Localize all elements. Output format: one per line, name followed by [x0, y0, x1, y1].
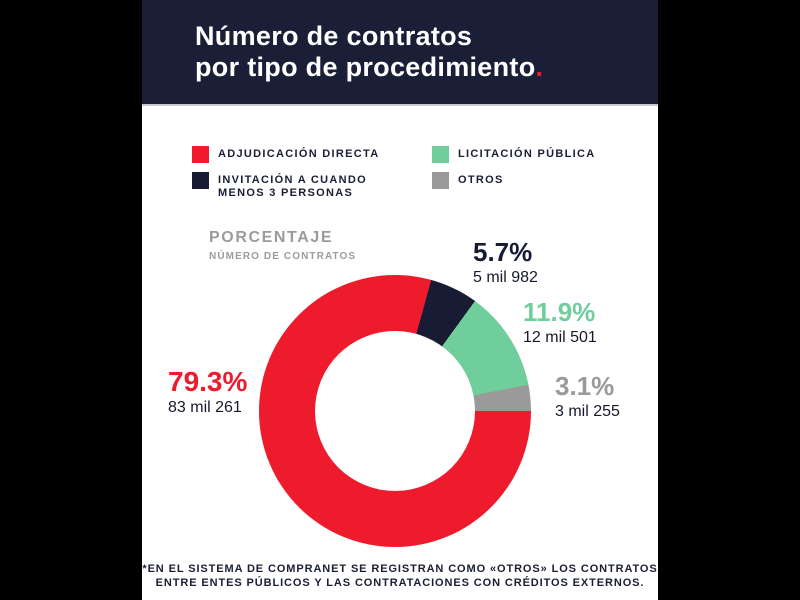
- header: Número de contratos por tipo de procedimi…: [142, 0, 658, 106]
- title-accent-period: .: [535, 52, 544, 82]
- legend-column-right: LICITACIÓN PÚBLICA OTROS: [432, 145, 595, 189]
- value-label: 12 mil 501: [523, 329, 597, 346]
- percent-label: 3.1%: [555, 371, 615, 401]
- value-label: 83 mil 261: [168, 399, 242, 416]
- percent-label: 5.7%: [473, 237, 533, 267]
- value-label: 5 mil 982: [473, 269, 538, 286]
- legend-swatch-licitacion: [432, 146, 449, 163]
- legend-item-otros: OTROS: [432, 171, 595, 189]
- donut-chart: [259, 275, 531, 547]
- legend-swatch-otros: [432, 172, 449, 189]
- value-key-subheading: NÚMERO DE CONTRATOS: [209, 251, 357, 262]
- legend-item-licitacion-publica: LICITACIÓN PÚBLICA: [432, 145, 595, 163]
- footnote: *EN EL SISTEMA DE COMPRANET SE REGISTRAN…: [142, 562, 658, 590]
- legend-label: ADJUDICACIÓN DIRECTA: [218, 148, 380, 160]
- legend-swatch-invitacion: [192, 172, 209, 189]
- legend-item-invitacion: INVITACIÓN A CUANDO MENOS 3 PERSONAS: [192, 171, 383, 200]
- value-key-heading: PORCENTAJE: [209, 229, 334, 246]
- infographic-card: Número de contratos por tipo de procedimi…: [142, 0, 658, 600]
- legend-column-left: ADJUDICACIÓN DIRECTA INVITACIÓN A CUANDO…: [192, 145, 383, 200]
- legend-label: OTROS: [458, 174, 504, 186]
- callout-licitacion-publica: 11.9% 12 mil 501: [523, 299, 597, 347]
- value-key: PORCENTAJE NÚMERO DE CONTRATOS: [209, 229, 356, 262]
- callout-adjudicacion-directa: 79.3% 83 mil 261: [168, 366, 248, 417]
- footnote-line-1: *EN EL SISTEMA DE COMPRANET SE REGISTRAN…: [142, 563, 658, 575]
- legend-label: LICITACIÓN PÚBLICA: [458, 148, 596, 160]
- donut-hole: [315, 331, 475, 491]
- percent-label: 11.9%: [523, 297, 596, 327]
- value-label: 3 mil 255: [555, 403, 620, 420]
- page-title: Número de contratos por tipo de procedimi…: [195, 21, 543, 83]
- footnote-line-2: ENTRE ENTES PÚBLICOS Y LAS CONTRATACIONE…: [155, 577, 645, 589]
- legend-swatch-adjudicacion: [192, 146, 209, 163]
- legend-item-adjudicacion-directa: ADJUDICACIÓN DIRECTA: [192, 145, 383, 163]
- title-line-1: Número de contratos: [195, 21, 473, 51]
- legend-label: INVITACIÓN A CUANDO MENOS 3 PERSONAS: [218, 174, 367, 199]
- callout-invitacion: 5.7% 5 mil 982: [473, 239, 538, 287]
- callout-otros: 3.1% 3 mil 255: [555, 373, 620, 421]
- title-line-2: por tipo de procedimiento: [195, 52, 536, 82]
- percent-label: 79.3%: [168, 366, 248, 397]
